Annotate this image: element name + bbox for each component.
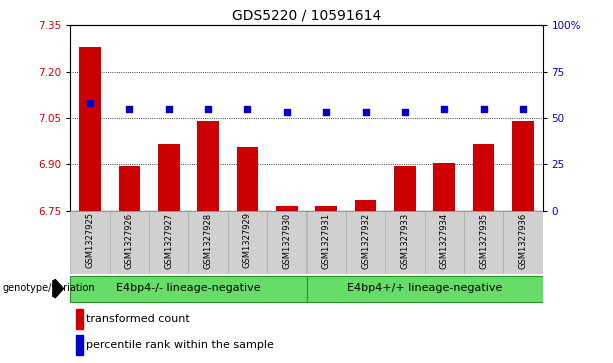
Bar	[503, 211, 543, 274]
Bar	[79, 47, 101, 211]
Bar	[346, 211, 385, 274]
Point	[479, 106, 489, 111]
Text: GSM1327933: GSM1327933	[400, 212, 409, 269]
Bar	[512, 121, 534, 211]
Text: GSM1327931: GSM1327931	[322, 212, 330, 269]
Point	[400, 110, 409, 115]
Bar	[306, 276, 543, 302]
Text: GSM1327932: GSM1327932	[361, 212, 370, 269]
Text: genotype/variation: genotype/variation	[3, 283, 96, 293]
Text: percentile rank within the sample: percentile rank within the sample	[86, 340, 274, 350]
Point	[204, 106, 213, 111]
Bar	[237, 147, 258, 211]
Text: E4bp4-/- lineage-negative: E4bp4-/- lineage-negative	[116, 283, 261, 293]
Bar	[424, 211, 464, 274]
Bar	[70, 211, 110, 274]
Bar	[149, 211, 189, 274]
Text: GSM1327935: GSM1327935	[479, 212, 488, 269]
Text: GSM1327928: GSM1327928	[204, 212, 213, 269]
Point	[360, 110, 370, 115]
Bar	[267, 211, 306, 274]
Bar	[433, 163, 455, 211]
Bar	[158, 144, 180, 211]
Bar	[76, 335, 83, 355]
Bar	[119, 166, 140, 211]
Text: GSM1327929: GSM1327929	[243, 212, 252, 269]
Point	[321, 110, 331, 115]
Bar	[197, 121, 219, 211]
Text: GSM1327936: GSM1327936	[519, 212, 527, 269]
Text: GSM1327926: GSM1327926	[125, 212, 134, 269]
Bar	[473, 144, 494, 211]
FancyArrow shape	[53, 279, 64, 298]
Text: transformed count: transformed count	[86, 314, 190, 324]
Text: GSM1327930: GSM1327930	[283, 212, 291, 269]
Point	[243, 106, 253, 111]
Point	[85, 100, 95, 106]
Bar	[189, 211, 228, 274]
Text: GSM1327927: GSM1327927	[164, 212, 173, 269]
Point	[518, 106, 528, 111]
Bar	[315, 206, 337, 211]
Bar	[228, 211, 267, 274]
Text: GSM1327925: GSM1327925	[86, 212, 94, 269]
Bar	[306, 211, 346, 274]
Point	[282, 110, 292, 115]
Bar	[385, 211, 424, 274]
Bar	[464, 211, 503, 274]
Text: E4bp4+/+ lineage-negative: E4bp4+/+ lineage-negative	[347, 283, 502, 293]
Bar	[110, 211, 149, 274]
Bar	[70, 276, 306, 302]
Bar	[76, 309, 83, 329]
Title: GDS5220 / 10591614: GDS5220 / 10591614	[232, 9, 381, 23]
Text: GSM1327934: GSM1327934	[440, 212, 449, 269]
Point	[440, 106, 449, 111]
Bar	[355, 200, 376, 211]
Point	[124, 106, 134, 111]
Bar	[276, 206, 298, 211]
Point	[164, 106, 173, 111]
Bar	[394, 166, 416, 211]
